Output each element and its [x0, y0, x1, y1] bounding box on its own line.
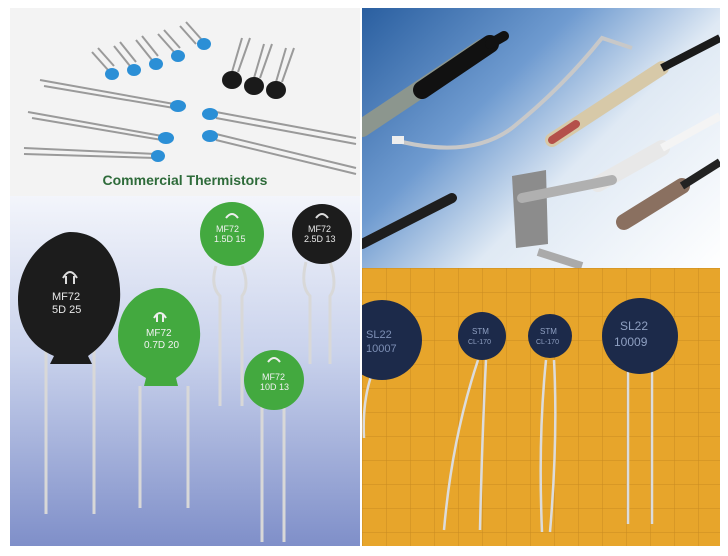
mf72-thermistors-illustration: MF72 5D 25 MF72 0.7D 20 MF72 1.5D 15 MF7… — [18, 202, 352, 542]
part-label-line1: SL22 — [366, 329, 392, 341]
part-label-line1: MF72 — [146, 328, 172, 339]
part-label-line1: STM — [472, 327, 489, 336]
probe-thermistors-photo — [362, 8, 720, 268]
part-label-line1: MF72 — [52, 291, 80, 303]
part-label-line1: MF72 — [308, 224, 331, 234]
part-label-line2: 10D 13 — [260, 382, 289, 392]
caption: Commercial Thermistors — [102, 172, 268, 188]
thermistor-disc-green-medium — [244, 350, 304, 410]
thermistor-disc-stm-2 — [528, 314, 572, 358]
part-label-line1: MF72 — [216, 224, 239, 234]
thermistor-disc-stm-1 — [458, 312, 506, 360]
part-label-line1: STM — [540, 327, 557, 336]
thermistor-leads-illustration — [23, 21, 357, 175]
part-label-line2: 10007 — [366, 343, 397, 355]
part-label-line2: CL-170 — [536, 339, 559, 346]
sl22-stm-thermistors-photo: SL22 10007 STM CL-170 STM CL-170 SL22 10… — [362, 268, 720, 546]
thermistor-disc-black-small — [292, 204, 352, 264]
part-label-line2: 2.5D 13 — [304, 234, 336, 244]
thermistor-disc-black-large — [18, 232, 121, 364]
mf72-thermistors-photo: MF72 5D 25 MF72 0.7D 20 MF72 1.5D 15 MF7… — [10, 196, 360, 546]
commercial-thermistors-photo: Commercial Thermistors — [10, 8, 360, 196]
thermistor-disc-sl22-left — [362, 300, 422, 380]
thermistor-disc-sl22-right — [602, 298, 678, 374]
part-label-line2: CL-170 — [468, 339, 491, 346]
thermistor-disc-green-small — [200, 202, 264, 266]
part-label-line2: 1.5D 15 — [214, 234, 246, 244]
part-label-line2: 5D 25 — [52, 304, 81, 316]
part-label-line1: MF72 — [262, 372, 285, 382]
part-label-line2: 0.7D 20 — [144, 340, 179, 351]
part-label-line2: 10009 — [614, 335, 648, 349]
grid-paper-thermistors-illustration: SL22 10007 STM CL-170 STM CL-170 SL22 10… — [362, 268, 720, 546]
probe-thermistors-illustration — [362, 31, 720, 268]
part-label-line1: SL22 — [620, 319, 648, 333]
thermistor-disc-green-large — [118, 288, 201, 386]
